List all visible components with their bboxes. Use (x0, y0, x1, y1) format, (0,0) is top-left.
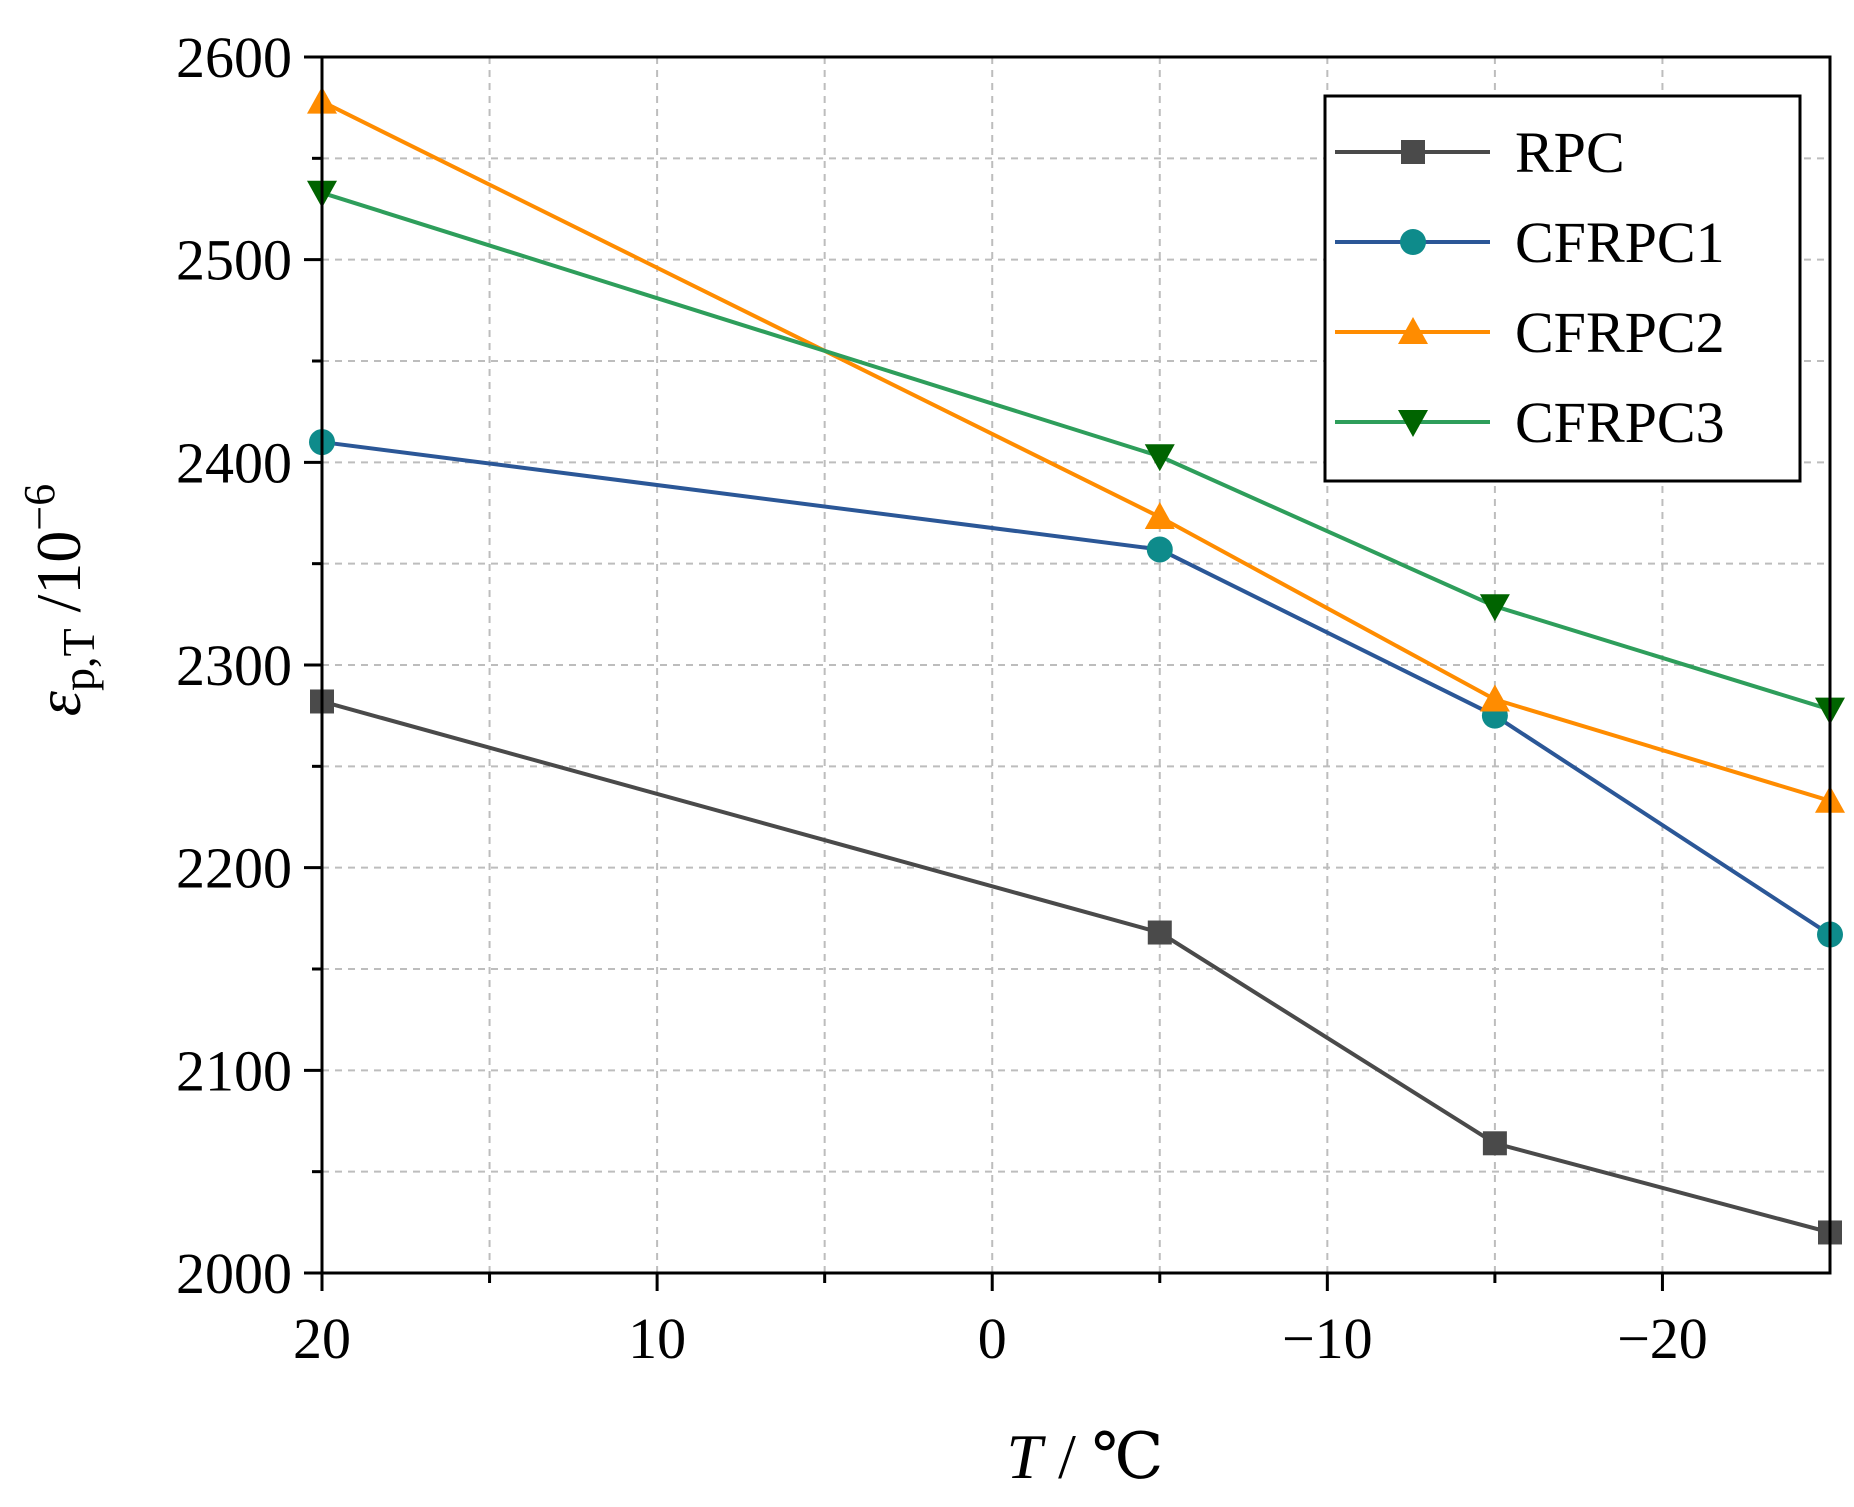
y-tick-label: 2000 (176, 1241, 292, 1306)
legend-swatch-marker (1398, 410, 1428, 437)
legend-item: CFRPC1 (1335, 210, 1725, 275)
x-tick-label: 10 (628, 1306, 686, 1371)
data-point (1146, 536, 1173, 563)
y-axis-label: εp,T /10−6 (15, 484, 104, 716)
series-line (321, 99, 1831, 803)
series-rpc (310, 689, 1842, 1245)
legend-label: CFRPC3 (1515, 390, 1725, 455)
x-axis-label-symbol: T (1007, 1421, 1047, 1492)
y-axis-label-symbol: ε (23, 690, 94, 716)
ticks: 20 10 0 −10 −20 2000 2100 2200 2300 2400 2500 2600 (176, 25, 1708, 1371)
series-cfrpc1 (309, 429, 1843, 948)
x-tick-label: −20 (1617, 1306, 1708, 1371)
series-layer (307, 86, 1845, 1245)
legend-item: RPC (1335, 120, 1625, 185)
y-tick-label: 2400 (176, 430, 292, 495)
x-tick-label: −10 (1282, 1306, 1373, 1371)
x-tick-label: 0 (978, 1306, 1007, 1371)
legend-swatch-marker (1398, 317, 1428, 344)
legend: RPC CFRPC1 CFRPC2 CFRPC3 (1323, 94, 1802, 483)
x-axis-label: T / ℃ (1007, 1421, 1164, 1492)
grid (322, 57, 1830, 1273)
y-tick-label: 2600 (176, 25, 292, 90)
series-line (321, 190, 1831, 712)
y-axis-label-subscript: p,T (53, 628, 104, 691)
series-line (321, 440, 1832, 937)
legend-label: CFRPC1 (1515, 210, 1725, 275)
y-tick-label: 2500 (176, 228, 292, 293)
y-tick-label: 2300 (176, 633, 292, 698)
legend-label: CFRPC2 (1515, 300, 1725, 365)
data-point (1479, 684, 1510, 712)
data-point (1144, 502, 1175, 530)
y-axis-label-exponent: −6 (15, 484, 64, 531)
data-point (1479, 594, 1510, 622)
x-axis-label-unit: / ℃ (1042, 1421, 1163, 1492)
data-point (1147, 920, 1172, 945)
data-point (1144, 444, 1175, 472)
legend-swatch-marker (1401, 140, 1425, 164)
legend-item: CFRPC3 (1335, 390, 1725, 455)
legend-item: CFRPC2 (1335, 300, 1725, 365)
y-axis-label-unit: /10 (23, 531, 94, 629)
x-tick-label: 20 (293, 1306, 351, 1371)
legend-label: RPC (1515, 120, 1625, 185)
legend-swatch-marker (1400, 229, 1426, 255)
data-point (1482, 1131, 1507, 1156)
y-tick-label: 2100 (176, 1038, 292, 1103)
series-line (321, 699, 1831, 1235)
y-tick-label: 2200 (176, 836, 292, 901)
